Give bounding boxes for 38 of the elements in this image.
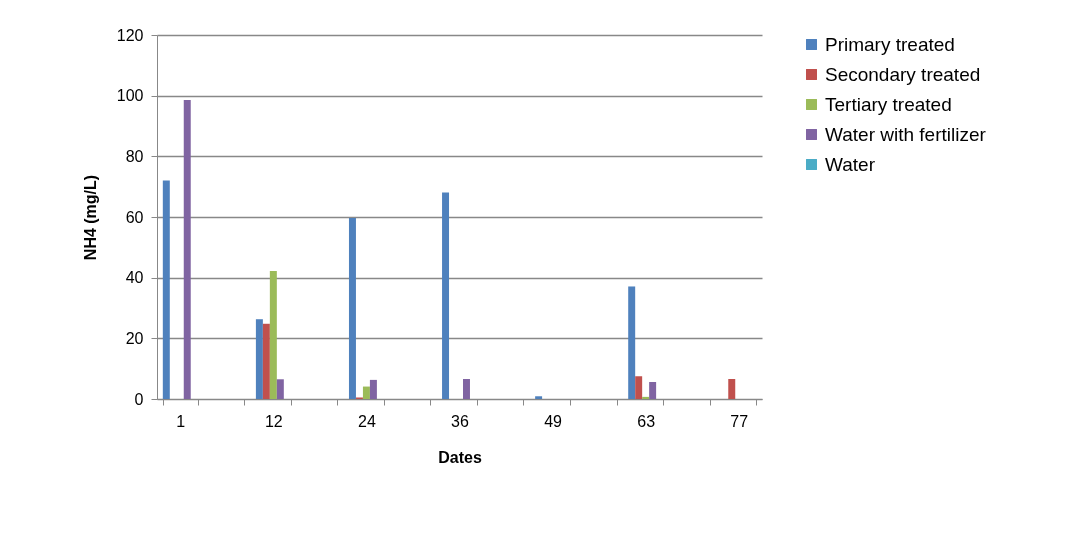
- legend-label: Tertiary treated: [825, 93, 952, 115]
- x-tick-label: 12: [264, 412, 283, 430]
- x-tick-label: 77: [730, 412, 749, 430]
- y-tick-label: 120: [116, 26, 144, 44]
- bar: [348, 217, 356, 399]
- legend-label: Water: [825, 153, 876, 175]
- bar: [362, 386, 370, 399]
- bar: [255, 319, 263, 399]
- x-axis-title: Dates: [438, 448, 482, 466]
- bar: [183, 99, 191, 399]
- y-tick-label: 80: [125, 147, 144, 165]
- legend-label: Primary treated: [825, 33, 955, 55]
- x-tick-label: 36: [451, 412, 469, 430]
- bar: [276, 379, 284, 399]
- bar: [269, 270, 277, 399]
- bar: [462, 378, 470, 399]
- legend-label: Secondary treated: [825, 63, 981, 85]
- y-tick-label: 100: [116, 87, 144, 105]
- bar: [635, 376, 643, 399]
- y-tick-label: 0: [134, 390, 144, 408]
- x-tick-label: 24: [358, 412, 376, 430]
- bar: [369, 379, 377, 399]
- bar: [535, 396, 543, 399]
- bar: [628, 286, 636, 399]
- x-tick-label: 49: [544, 412, 563, 430]
- y-axis-title: NH4 (mg/L): [81, 174, 99, 261]
- bar: [649, 382, 657, 399]
- x-tick-label: 63: [637, 412, 656, 430]
- y-tick-label: 60: [125, 208, 144, 226]
- bar: [728, 378, 736, 399]
- legend-label: Water with fertilizer: [825, 123, 987, 145]
- y-tick-label: 20: [125, 329, 144, 347]
- bar: [262, 323, 270, 399]
- y-tick-label: 40: [125, 269, 144, 287]
- bar: [162, 180, 170, 399]
- x-tick-label: 1: [176, 412, 186, 430]
- bar: [442, 192, 450, 399]
- bar: [642, 396, 650, 399]
